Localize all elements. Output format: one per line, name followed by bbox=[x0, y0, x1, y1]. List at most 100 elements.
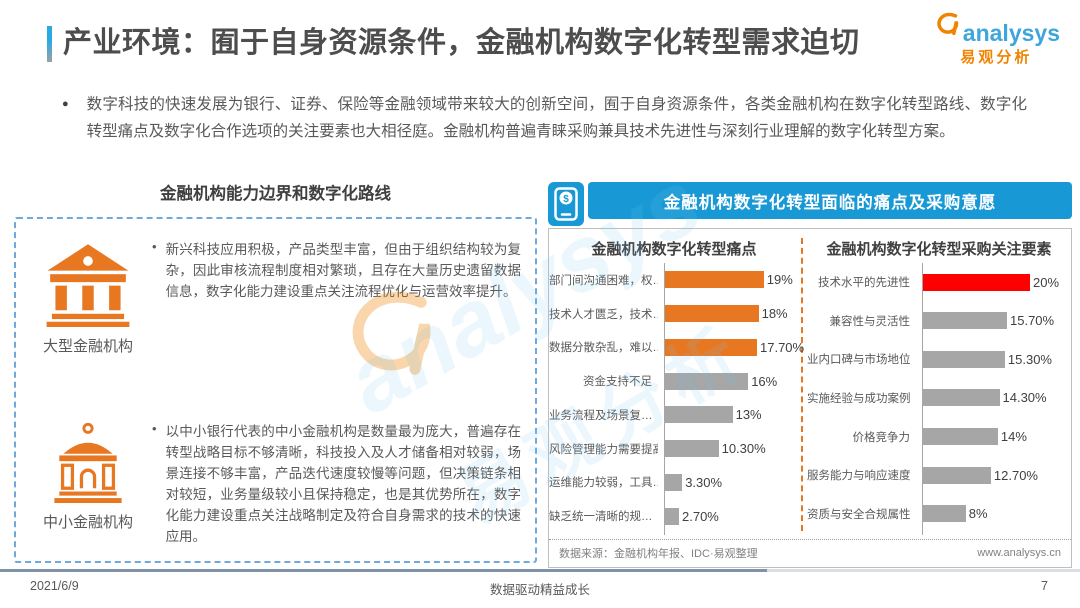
bar-value-label: 2.70% bbox=[682, 508, 719, 524]
chart-row: 部门间沟通困难，权… 19% bbox=[549, 271, 799, 289]
purchase-factors-chart-rows: 技术水平的先进性 20% 兼容性与灵活性 15.70% 业内口碑与市场地位 15.30% 实… bbox=[807, 261, 1071, 539]
bar bbox=[665, 406, 733, 424]
mobile-payment-icon: $ bbox=[548, 182, 584, 226]
bar bbox=[923, 428, 998, 446]
bullet-dot-icon: ● bbox=[62, 98, 69, 110]
bar-category-label: 业务流程及场景复… bbox=[549, 409, 653, 422]
bar bbox=[665, 338, 757, 356]
bar-value-label: 19% bbox=[766, 272, 793, 288]
orange-dashed-divider bbox=[801, 238, 803, 531]
list-bullet: • bbox=[152, 420, 157, 436]
banner-title: 金融机构数字化转型面临的痛点及采购意愿 bbox=[588, 182, 1072, 219]
chart-source-row: 数据来源：金融机构年报、IDC·易观整理 www.analysys.cn bbox=[549, 539, 1071, 567]
large-institution-text: 新兴科技应用积极，产品类型丰富，但由于组织结构较为复杂，因此审核流程制度相对繁琐… bbox=[165, 242, 521, 300]
logo-brand-text: analysys bbox=[962, 20, 1060, 46]
bar-value-label: 8% bbox=[968, 506, 988, 522]
dome-bank-icon bbox=[47, 421, 129, 508]
bar-category-label: 技术人才匮乏，技术… bbox=[549, 308, 658, 321]
bar bbox=[665, 305, 759, 323]
bar-category-label: 技术水平的先进性 bbox=[818, 277, 910, 290]
bar bbox=[923, 466, 991, 484]
bar bbox=[923, 273, 1030, 291]
left-panel-title: 金融机构能力边界和数字化路线 bbox=[160, 185, 391, 203]
chart-row: 业务流程及场景复… 13% bbox=[549, 406, 799, 424]
chart-row: 实施经验与成功案例 14.30% bbox=[807, 389, 1071, 407]
painpoints-chart-title: 金融机构数字化转型痛点 bbox=[591, 241, 757, 258]
bar-value-label: 14.30% bbox=[1002, 390, 1047, 406]
page-number: 7 bbox=[1041, 579, 1048, 593]
painpoints-chart-rows: 部门间沟通困难，权… 19% 技术人才匮乏，技术… 18% 数据分散杂乱，难以… 17.7… bbox=[549, 261, 804, 539]
capability-dashed-box: 大型金融机构 • 新兴科技应用积极，产品类型丰富，但由于组织结构较为复杂，因此审… bbox=[14, 217, 537, 563]
charts-container: 金融机构数字化转型痛点 部门间沟通困难，权… 19% 技术人才匮乏，技术… 18% 数据… bbox=[548, 228, 1072, 568]
bar bbox=[923, 350, 1005, 368]
bar-category-label: 资金支持不足 bbox=[583, 376, 652, 389]
intro-text: 数字科技的快速发展为银行、证券、保险等金融领域带来较大的创新空间，囿于自身资源条… bbox=[86, 96, 1027, 140]
bar bbox=[665, 271, 764, 289]
chart-row: 价格竞争力 14% bbox=[807, 428, 1071, 446]
bar-value-label: 15.70% bbox=[1010, 313, 1055, 329]
footer-slogan: 数据驱动精益成长 bbox=[489, 583, 590, 597]
bar-category-label: 数据分散杂乱，难以… bbox=[549, 342, 658, 355]
classical-bank-icon bbox=[44, 239, 132, 332]
analysys-logo: analysys 易观分析 bbox=[933, 10, 1060, 67]
chart-row: 缺乏统一清晰的规… 2.70% bbox=[549, 507, 799, 525]
purchase-factors-chart-title: 金融机构数字化转型采购关注要素 bbox=[826, 241, 1052, 258]
bar-category-label: 兼容性与灵活性 bbox=[829, 315, 911, 328]
bar bbox=[665, 372, 749, 390]
intro-paragraph: ● 数字科技的快速发展为银行、证券、保险等金融领域带来较大的创新空间，囿于自身资… bbox=[62, 92, 1027, 145]
sme-institution-label: 中小金融机构 bbox=[42, 513, 133, 531]
bar-category-label: 价格竞争力 bbox=[852, 431, 911, 444]
bar-category-label: 运维能力较弱，工具… bbox=[549, 477, 658, 490]
bar-category-label: 实施经验与成功案例 bbox=[807, 392, 911, 405]
bar-value-label: 18% bbox=[761, 306, 788, 322]
bar bbox=[923, 389, 1000, 407]
bar-category-label: 服务能力与响应速度 bbox=[807, 470, 911, 483]
chart-row: 技术人才匮乏，技术… 18% bbox=[549, 305, 799, 323]
chart-row: 服务能力与响应速度 12.70% bbox=[807, 466, 1071, 484]
painpoints-panel: $ 金融机构数字化转型面临的痛点及采购意愿 金融机构数字化转型痛点 部门间沟通困… bbox=[548, 182, 1072, 568]
svg-text:$: $ bbox=[563, 194, 569, 205]
bar-value-label: 17.70% bbox=[760, 339, 805, 355]
footer-rule bbox=[0, 569, 1080, 572]
bar-value-label: 20% bbox=[1033, 274, 1060, 290]
chart-row: 资质与安全合规属性 8% bbox=[807, 505, 1071, 523]
painpoints-chart: 金融机构数字化转型痛点 部门间沟通困难，权… 19% 技术人才匮乏，技术… 18% 数据… bbox=[549, 236, 804, 539]
bar bbox=[923, 505, 966, 523]
chart-row: 业内口碑与市场地位 15.30% bbox=[807, 350, 1071, 368]
bar bbox=[665, 440, 719, 458]
chart-row: 运维能力较弱，工具… 3.30% bbox=[549, 473, 799, 491]
chart-row: 兼容性与灵活性 15.70% bbox=[807, 312, 1071, 330]
bar bbox=[665, 473, 683, 491]
bar-value-label: 3.30% bbox=[685, 474, 723, 490]
bar-value-label: 15.30% bbox=[1007, 351, 1052, 367]
analysys-swirl-icon bbox=[933, 10, 963, 45]
large-institution-row: 大型金融机构 • 新兴科技应用积极，产品类型丰富，但由于组织结构较为复杂，因此审… bbox=[24, 239, 521, 356]
bar-value-label: 14% bbox=[1000, 429, 1027, 445]
logo-brand-cn: 易观分析 bbox=[960, 49, 1033, 66]
list-bullet: • bbox=[152, 239, 157, 254]
bar bbox=[665, 507, 679, 525]
bar-value-label: 10.30% bbox=[721, 441, 766, 457]
page-title: 产业环境：囿于自身资源条件，金融机构数字化转型需求迫切 bbox=[63, 27, 860, 59]
title-accent-bar bbox=[47, 26, 52, 62]
bar-value-label: 13% bbox=[735, 407, 762, 423]
capability-panel: 金融机构能力边界和数字化路线 大型金融机构 bbox=[14, 180, 537, 563]
bar-category-label: 资质与安全合规属性 bbox=[807, 508, 911, 521]
website-text: www.analysys.cn bbox=[977, 547, 1061, 559]
banner-row: $ 金融机构数字化转型面临的痛点及采购意愿 bbox=[548, 182, 1072, 226]
purchase-factors-chart: 金融机构数字化转型采购关注要素 技术水平的先进性 20% 兼容性与灵活性 15.70%… bbox=[807, 236, 1071, 539]
bar-category-label: 部门间沟通困难，权… bbox=[549, 274, 658, 287]
sme-institution-row: 中小金融机构 • 以中小银行代表的中小金融机构是数量最为庞大，普遍存在转型战略目… bbox=[24, 421, 521, 547]
bar-value-label: 12.70% bbox=[993, 467, 1038, 483]
bar bbox=[923, 312, 1007, 330]
bar-category-label: 缺乏统一清晰的规… bbox=[549, 511, 653, 524]
slide-header: 产业环境：囿于自身资源条件，金融机构数字化转型需求迫切 bbox=[47, 26, 860, 62]
data-source-text: 数据来源：金融机构年报、IDC·易观整理 bbox=[559, 548, 758, 560]
chart-row: 技术水平的先进性 20% bbox=[807, 273, 1071, 291]
bar-category-label: 风险管理能力需要提高 bbox=[549, 443, 658, 456]
large-institution-label: 大型金融机构 bbox=[42, 338, 133, 355]
chart-row: 资金支持不足 16% bbox=[549, 372, 799, 390]
chart-row: 风险管理能力需要提高 10.30% bbox=[549, 440, 799, 458]
sme-institution-text: 以中小银行代表的中小金融机构是数量最为庞大，普遍存在转型战略目标不够清晰，科技投… bbox=[165, 423, 521, 544]
bar-category-label: 业内口碑与市场地位 bbox=[807, 354, 911, 367]
